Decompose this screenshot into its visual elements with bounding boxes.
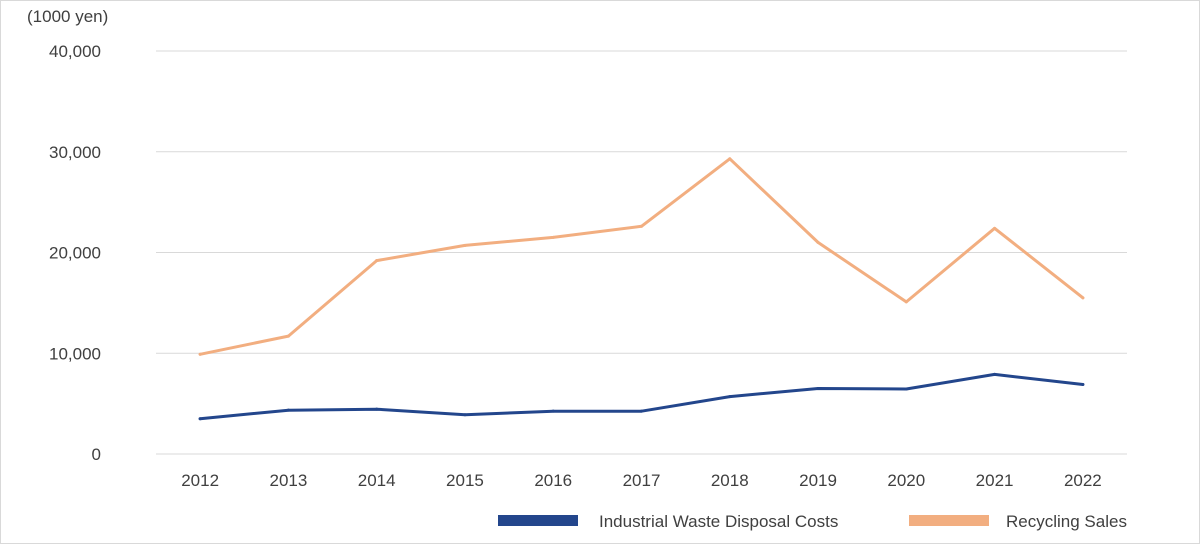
y-tick-label: 20,000 [49, 244, 101, 263]
y-tick-labels: 0 10,000 20,000 30,000 40,000 [49, 42, 101, 464]
data-point [463, 243, 467, 247]
data-point [640, 224, 643, 228]
legend: Industrial Waste Disposal Costs Recycling… [498, 512, 1127, 531]
series-line-recycling-sales [198, 157, 1085, 356]
y-tick-label: 30,000 [49, 143, 101, 162]
data-point [640, 409, 643, 413]
data-point [375, 259, 379, 263]
x-tick-label: 2015 [446, 471, 484, 490]
data-point [904, 387, 908, 391]
data-point [993, 372, 997, 376]
legend-swatch [498, 515, 578, 526]
y-tick-label: 40,000 [49, 42, 101, 61]
x-tick-label: 2013 [269, 471, 307, 490]
x-tick-label: 2017 [623, 471, 661, 490]
data-point [375, 407, 379, 411]
data-point [286, 408, 290, 412]
x-tick-label: 2021 [976, 471, 1014, 490]
series-lines [198, 157, 1085, 421]
legend-label: Industrial Waste Disposal Costs [599, 512, 838, 531]
y-axis-unit-label: (1000 yen) [27, 7, 108, 26]
x-tick-label: 2016 [534, 471, 572, 490]
x-tick-label: 2018 [711, 471, 749, 490]
x-tick-label: 2012 [181, 471, 219, 490]
legend-label: Recycling Sales [1006, 512, 1127, 531]
x-tick-label: 2014 [358, 471, 396, 490]
data-point [904, 300, 908, 304]
data-point [551, 409, 555, 413]
data-point [551, 235, 555, 239]
data-point [816, 240, 820, 244]
data-point [463, 413, 467, 417]
data-point [1081, 296, 1085, 300]
data-point [816, 387, 820, 391]
x-tick-label: 2019 [799, 471, 837, 490]
data-point [728, 157, 732, 161]
x-tick-label: 2022 [1064, 471, 1102, 490]
data-point [286, 334, 290, 338]
y-tick-label: 10,000 [49, 344, 101, 363]
data-point [993, 226, 997, 230]
legend-swatch [909, 515, 989, 526]
data-point [1081, 382, 1085, 386]
gridlines [156, 50, 1127, 455]
y-tick-label: 0 [92, 445, 101, 464]
data-point [728, 395, 732, 399]
x-tick-labels: 2012 2013 2014 2015 2016 2017 2018 2019 2020 2021… [181, 471, 1102, 490]
x-tick-label: 2020 [887, 471, 925, 490]
data-point [198, 352, 202, 356]
data-point [198, 417, 202, 421]
